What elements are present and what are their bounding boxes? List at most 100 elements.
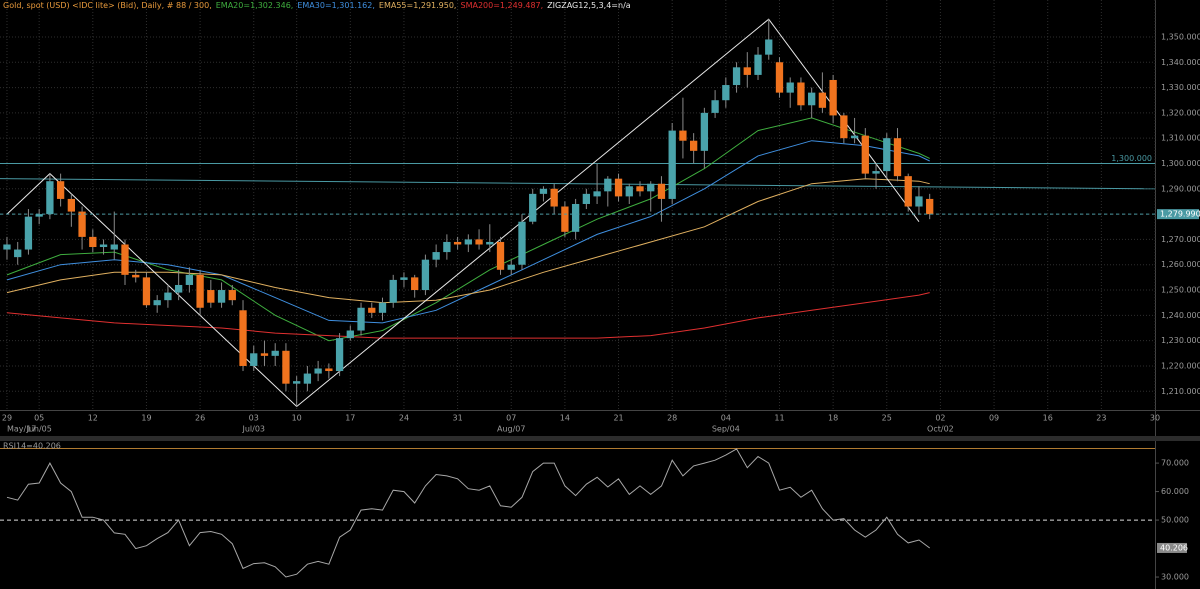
x-tick-label: 10 — [292, 414, 302, 423]
candle-body — [282, 350, 290, 384]
candle-body — [35, 214, 43, 217]
candle-body — [67, 198, 75, 212]
candle-body — [582, 193, 590, 204]
y-tick-label: 1,230.000 — [1161, 336, 1200, 345]
indicator-line — [6, 178, 930, 304]
candle-body — [518, 221, 526, 265]
candle-body — [99, 244, 108, 248]
candle-body — [700, 112, 709, 151]
y-tick-label: 1,240.000 — [1161, 311, 1200, 320]
candle-body — [432, 252, 440, 260]
y-tick-label: 1,220.000 — [1161, 361, 1200, 370]
candle-body — [3, 244, 11, 250]
y-tick-label: 1,260.000 — [1161, 260, 1200, 269]
legend-entry: EMA55=1,291.950, — [379, 1, 457, 10]
candle-body — [260, 353, 269, 356]
candle-body — [293, 381, 301, 384]
x-tick-label: 02 — [935, 414, 945, 423]
candle-body — [539, 188, 548, 194]
candle-body — [775, 62, 784, 93]
candle-body — [314, 368, 322, 374]
y-tick-label: 1,320.000 — [1161, 108, 1200, 117]
candle-body — [840, 115, 848, 139]
legend-entry: EMA30=1,301.162, — [297, 1, 375, 10]
rsi-pane: 30.000 50.000 60.000 70.000 40.206 — [0, 448, 1189, 582]
candle-body — [872, 171, 880, 174]
candle-body — [829, 79, 837, 116]
x-tick-label: 28 — [667, 414, 677, 423]
candle-body — [132, 274, 140, 278]
x-tick-label: Jul/03 — [241, 425, 265, 434]
legend-entry: ZIGZAG12,5,3,4=n/a — [547, 1, 631, 10]
x-tick-label: 31 — [453, 414, 463, 423]
candle-body — [400, 277, 408, 280]
candle-body — [679, 130, 687, 141]
y-tick-label: 1,300.000 — [1161, 159, 1200, 168]
candle-body — [217, 290, 226, 303]
candle-body — [346, 330, 354, 339]
candle-body — [614, 178, 623, 197]
candle-body — [24, 216, 33, 250]
x-tick-label: Oct/02 — [927, 425, 954, 434]
y-tick-label: 70.000 — [1161, 459, 1189, 468]
candle-body — [604, 178, 612, 192]
candle-body — [657, 183, 666, 199]
candle-body — [786, 82, 794, 93]
candle-body — [271, 350, 279, 356]
x-tick-label: 05 — [34, 414, 44, 423]
candle-body — [797, 82, 805, 106]
indicator-line — [6, 18, 920, 408]
candle-body — [14, 249, 22, 258]
last-value-box — [1157, 542, 1187, 553]
y-tick-label: 1,340.000 — [1161, 58, 1200, 67]
candle-body — [711, 100, 719, 113]
candle-body — [325, 368, 333, 372]
candle-body — [625, 186, 633, 197]
candle-body — [389, 279, 397, 303]
candle-body — [121, 244, 129, 275]
candle-body — [893, 138, 902, 177]
x-tick-label: 29 — [2, 414, 12, 423]
y-tick-label: 1,290.000 — [1161, 184, 1200, 193]
pane-separator — [0, 436, 1200, 441]
x-tick-label: 14 — [560, 414, 570, 423]
x-tick-label: May/17 — [7, 425, 36, 434]
candle-body — [142, 277, 151, 306]
candle-body — [818, 92, 827, 108]
candle-body — [443, 241, 451, 253]
y-tick-label: 1,210.000 — [1161, 387, 1200, 396]
x-tick-label: 07 — [506, 414, 516, 423]
candle-body — [196, 274, 204, 308]
candle-body — [207, 290, 215, 303]
candle-body — [475, 239, 483, 245]
candle-body — [743, 67, 751, 75]
x-tick-label: 11 — [774, 414, 784, 423]
chart-header: Gold, spot (USD) <IDC lite> (Bid), Daily… — [3, 1, 631, 10]
candle-body — [453, 241, 462, 245]
y-tick-label: 1,250.000 — [1161, 286, 1200, 295]
price-pane: 1,210.000 1,220.000 1,230.000 1,240.000 1,25… — [0, 0, 1200, 434]
candle-body — [689, 140, 698, 151]
candle-body — [110, 244, 118, 250]
x-tick-label: 03 — [249, 414, 259, 423]
header-title: Gold, spot (USD) <IDC lite> (Bid), Daily… — [3, 1, 212, 10]
candle-body — [883, 138, 891, 172]
last-price-label: 1,279.990 — [1160, 210, 1200, 219]
y-tick-label: 30.000 — [1161, 573, 1189, 582]
y-tick-label: 1,270.000 — [1161, 235, 1200, 244]
candle-body — [335, 338, 344, 372]
candle-body — [593, 191, 601, 197]
x-tick-label: 24 — [399, 414, 409, 423]
x-tick-label: 04 — [721, 414, 731, 423]
candle-body — [89, 236, 97, 248]
y-tick-label: 1,350.000 — [1161, 32, 1200, 41]
candle-body — [529, 193, 537, 222]
candle-body — [550, 188, 558, 207]
candle-body — [239, 310, 247, 366]
candle-body — [303, 373, 312, 384]
candle-body — [754, 54, 762, 75]
candle-body — [411, 277, 419, 291]
candle-body — [421, 259, 430, 291]
